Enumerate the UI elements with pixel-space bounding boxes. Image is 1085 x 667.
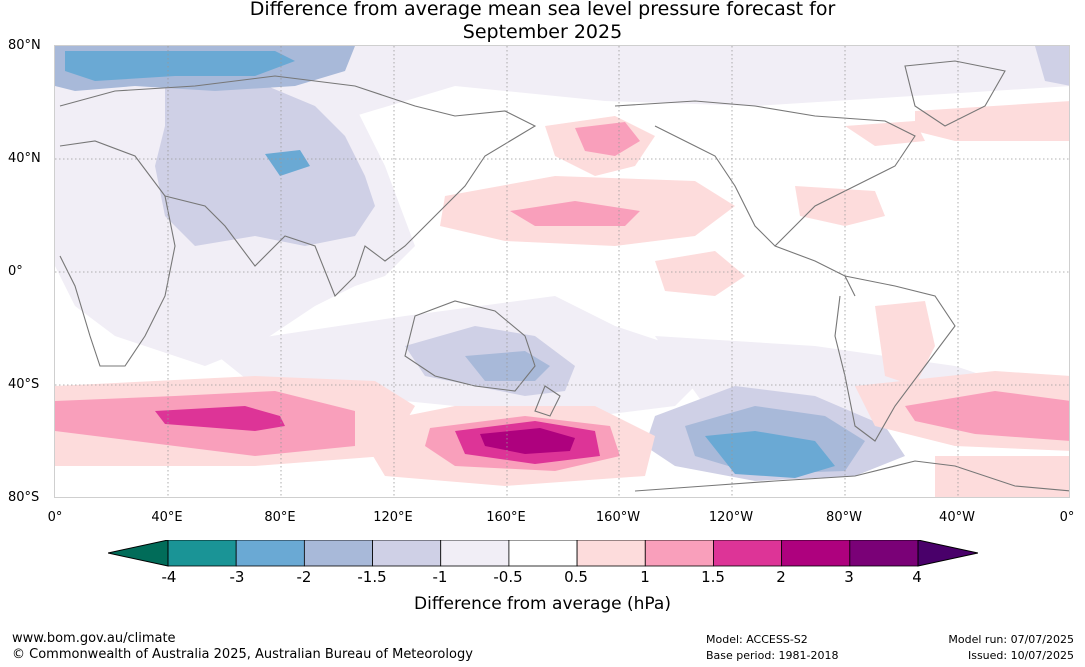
anomaly-region-tibet-blue [265, 150, 310, 176]
colorbar-title: Difference from average (hPa) [414, 594, 671, 614]
coast-eurasia [59, 75, 537, 297]
colorbar-cell [508, 540, 578, 567]
anomaly-region-central-pacific-core [510, 201, 640, 226]
colorbar-tick-label: 1.5 [701, 568, 725, 586]
coast-greenland [904, 60, 1006, 127]
colorbar-cell [849, 540, 919, 567]
colorbar-tick-label: -1.5 [357, 568, 387, 586]
colorbar-tick-label: 3 [844, 568, 854, 586]
anomaly-region-arctic-deep [65, 51, 295, 81]
colorbar [108, 540, 978, 567]
colorbar-cell [576, 540, 646, 567]
anomaly-region-greenland-blue [1035, 46, 1069, 86]
lat-label-80s: 80°S [8, 490, 40, 505]
coast-africa [59, 140, 176, 367]
lon-label-160w: 160°W [595, 510, 641, 525]
coast-north-america [614, 100, 916, 247]
coast-nz [534, 385, 561, 417]
colorbar-tick-label: -0.5 [493, 568, 523, 586]
anomaly-region-north-pacific-core [575, 122, 640, 156]
colorbar-cell [303, 540, 373, 567]
footer-url[interactable]: www.bom.gov.au/climate [12, 631, 176, 646]
colorbar-cell [372, 540, 442, 567]
colorbar-high-extend [917, 540, 978, 567]
lon-label-40e: 40°E [151, 510, 183, 525]
footer-base-period: Base period: 1981-2018 [706, 649, 839, 662]
coast-south-america [834, 275, 956, 442]
map-title-line2: September 2025 [462, 21, 623, 43]
footer-model-run: Model run: 07/07/2025 [948, 633, 1074, 646]
footer-copyright: © Commonwealth of Australia 2025, Austra… [12, 647, 473, 662]
anomaly-region-south-america-pink [875, 301, 935, 386]
colorbar-cell [167, 540, 237, 567]
colorbar-cell [644, 540, 714, 567]
anomaly-region-s-indian-core [155, 406, 285, 431]
lat-label-40s: 40°S [8, 377, 40, 392]
lat-label-80n: 80°N [8, 38, 41, 53]
colorbar-tick-label: 4 [912, 568, 922, 586]
lon-label-120w: 120°W [708, 510, 754, 525]
colorbar-cell [235, 540, 305, 567]
lon-label-120e: 120°E [373, 510, 413, 525]
anomaly-region-atlantic-pink [795, 186, 885, 226]
lon-label-80w: 80°W [826, 510, 862, 525]
lon-label-80e: 80°E [264, 510, 296, 525]
map-title-line1: Difference from average mean sea level p… [249, 0, 836, 20]
pressure-anomaly-map [54, 45, 1070, 498]
colorbar-tick-label: 1 [640, 568, 650, 586]
colorbar-cell [440, 540, 510, 567]
lon-label-40w: 40°W [939, 510, 975, 525]
coastlines [59, 60, 1069, 492]
colorbar-tick-label: 0.5 [564, 568, 588, 586]
graticule [55, 46, 1069, 497]
coast-australia [404, 300, 536, 392]
colorbar-low-extend [108, 540, 169, 567]
lon-label-0-left: 0° [47, 510, 63, 525]
anomaly-region-s-pacific-core [480, 428, 575, 454]
anomaly-region-east-pacific-pink [655, 251, 745, 296]
footer-model: Model: ACCESS-S2 [706, 633, 808, 646]
anomaly-region-canada-pink [845, 121, 925, 146]
colorbar-tick-label: -1 [432, 568, 448, 586]
anomaly-region-n-atlantic-pink [915, 101, 1069, 141]
lat-label-0: 0° [8, 264, 23, 279]
anomaly-region-eurasia-blue [155, 81, 375, 246]
anomaly-region-antarctic-pink [935, 456, 1069, 497]
colorbar-tick-label: -2 [296, 568, 312, 586]
lon-label-160e: 160°E [486, 510, 526, 525]
coast-central-america [774, 245, 856, 297]
anomaly-region-southern-blue-core [705, 431, 835, 478]
colorbar-cell [713, 540, 783, 567]
colorbar-tick-label: -3 [229, 568, 245, 586]
footer-issued: Issued: 10/07/2025 [967, 649, 1074, 662]
lon-label-0-right: 0° [1059, 510, 1075, 525]
anomaly-region-s-atlantic-pink-core [905, 391, 1069, 441]
colorbar-tick-label: 2 [776, 568, 786, 586]
colorbar-cell [781, 540, 851, 567]
colorbar-tick-label: -4 [161, 568, 177, 586]
coast-antarctica [634, 460, 1069, 492]
lat-label-40n: 40°N [8, 151, 41, 166]
